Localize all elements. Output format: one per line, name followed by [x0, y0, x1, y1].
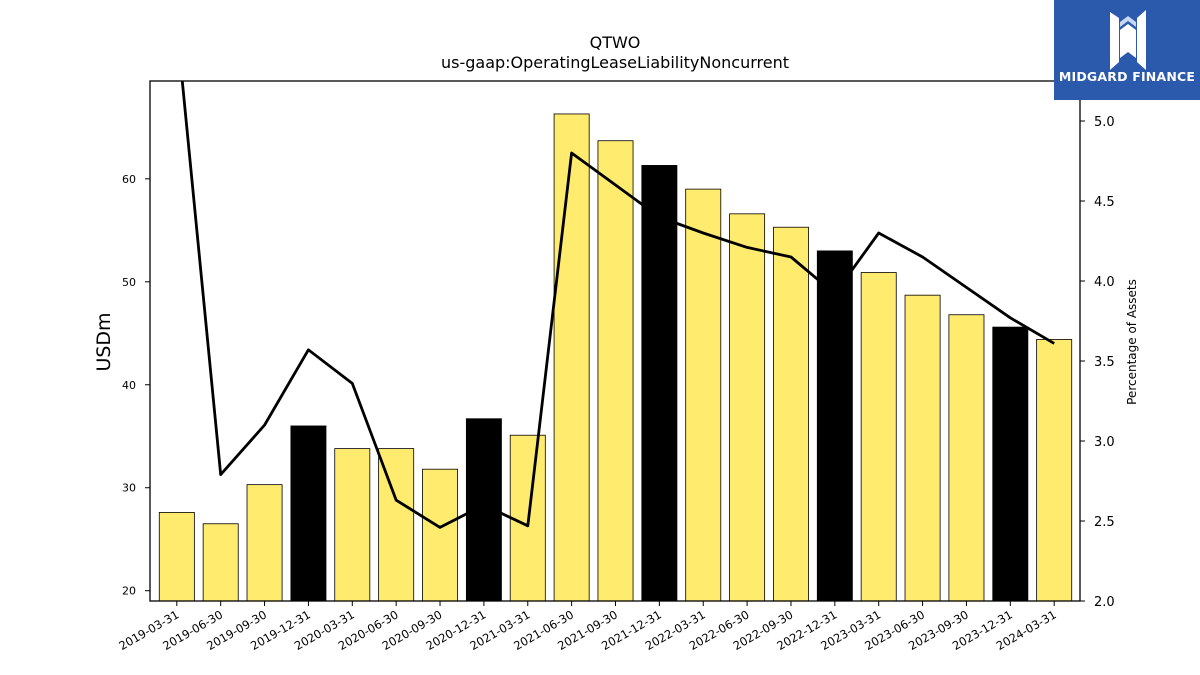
- bar-2022-03-31: [685, 188, 722, 602]
- bar-2023-06-30: [904, 294, 941, 602]
- bar-2020-09-30: [422, 468, 458, 602]
- bar-2021-06-30: [553, 113, 590, 602]
- y2-tick-label: 3.0: [1094, 435, 1115, 450]
- chart-title: QTWO: [590, 33, 641, 52]
- bar-2019-03-31: [158, 512, 195, 602]
- bar-2020-03-31: [334, 448, 371, 602]
- bar-2023-09-30: [948, 314, 985, 602]
- y-axis-label: USDm: [93, 312, 115, 371]
- chart-subtitle: us-gaap:OperatingLeaseLiabilityNoncurren…: [441, 53, 789, 72]
- bar-2021-09-30: [597, 140, 634, 602]
- y2-tick-label: 3.5: [1094, 355, 1115, 370]
- bar-2023-03-31: [860, 272, 897, 602]
- bar-2022-06-30: [729, 213, 766, 602]
- bars-group: [158, 113, 1073, 602]
- y-tick-label: 30: [122, 482, 136, 495]
- bar-2022-12-31: [816, 250, 853, 602]
- logo-text: MIDGARD FINANCE: [1058, 69, 1196, 84]
- bar-2019-09-30: [246, 484, 283, 602]
- bar-2019-06-30: [202, 523, 239, 602]
- y2-tick-label: 2.5: [1094, 515, 1115, 530]
- y-tick-label: 40: [122, 379, 136, 392]
- bar-2021-12-31: [641, 165, 678, 602]
- y-tick-label: 50: [122, 276, 136, 289]
- midgard-finance-logo: MIDGARD FINANCE: [1054, 0, 1200, 100]
- logo-mark-icon: [1110, 10, 1146, 70]
- bar-2019-12-31: [290, 425, 327, 602]
- bar-2020-06-30: [378, 448, 415, 602]
- y2-tick-label: 4.0: [1094, 275, 1115, 290]
- line-group: [180, 81, 1055, 529]
- percentage-of-assets-line: [180, 81, 1055, 529]
- y2-axis-label: Percentage of Assets: [1125, 279, 1139, 405]
- bar-2024-03-31: [1036, 339, 1073, 602]
- y-tick-label: 20: [122, 585, 136, 598]
- bar-2022-09-30: [773, 226, 809, 602]
- y2-tick-label: 2.0: [1094, 595, 1115, 610]
- y2-tick-label: 4.5: [1094, 195, 1115, 210]
- bar-2023-12-31: [992, 326, 1029, 602]
- y2-tick-label: 5.0: [1094, 115, 1115, 130]
- y-tick-label: 60: [122, 173, 136, 186]
